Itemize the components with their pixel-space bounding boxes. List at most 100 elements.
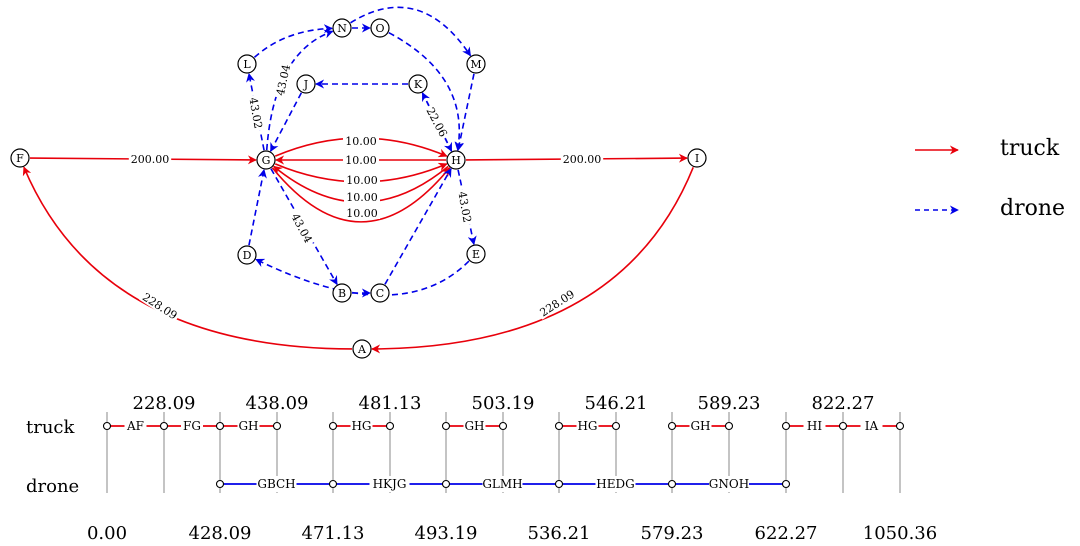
node-k: K [408, 74, 428, 94]
truck-event-12 [781, 421, 791, 431]
edge-labels: 200.00 200.00 228.09 228.09 10.00 10.00 10.00 1… [128, 60, 604, 323]
edge-dg [248, 168, 267, 246]
svg-text:O: O [375, 22, 384, 35]
drone-segment-label-bg-3 [595, 476, 636, 492]
edge-jg [269, 92, 303, 152]
truck-segment-label-1: FG [183, 419, 201, 433]
edge-gh3 [271, 167, 451, 223]
edge-label-gh3: 10.00 [344, 206, 380, 220]
timeline-top-value-0: 228.09 [133, 393, 196, 414]
timeline-bottom-value-4: 536.21 [528, 523, 591, 544]
truck-event-8 [554, 421, 564, 431]
edge-he [457, 169, 477, 246]
svg-text:C: C [376, 287, 384, 300]
node-d: D [237, 245, 257, 265]
drone-segment-label-1: HKJG [373, 477, 407, 491]
svg-text:43.04: 43.04 [274, 63, 293, 97]
svg-text:J: J [303, 78, 308, 91]
edge-gl [246, 72, 265, 151]
truck-segment-label-bg-1 [181, 418, 203, 434]
svg-text:10.00: 10.00 [346, 191, 378, 204]
timeline-bottom-value-7: 1050.36 [863, 523, 937, 544]
timeline-top-value-5: 589.23 [698, 393, 761, 414]
drone-segment-label-2: GLMH [482, 477, 522, 491]
svg-text:10.00: 10.00 [345, 135, 377, 148]
drone-event-4 [667, 479, 677, 489]
truck-segment-label-bg-7 [803, 418, 826, 434]
truck-event-5 [385, 421, 395, 431]
edge-ln [253, 24, 333, 58]
nodes: A B C D E F G H I J K L M N O [10, 18, 707, 359]
truck-segment-label-bg-0 [124, 418, 147, 434]
legend-drone-label: drone [1000, 196, 1065, 221]
edge-mh [455, 73, 475, 152]
timeline-top-value-2: 481.13 [359, 393, 422, 414]
edge-ia [371, 166, 694, 354]
svg-text:F: F [16, 152, 24, 165]
truck-segment-label-5: HG [577, 419, 597, 433]
timeline-bottom-value-2: 471.13 [302, 523, 365, 544]
drone-event-3 [554, 479, 564, 489]
truck-segment-label-8: IA [865, 419, 879, 433]
node-b: B [332, 283, 352, 303]
svg-text:200.00: 200.00 [563, 153, 602, 166]
timeline: truck drone AF FG GH HG GH HG GH HI IA GBCH HKJG GL… [26, 393, 937, 544]
svg-text:22.06: 22.06 [423, 105, 449, 139]
timeline-bottom-value-3: 493.19 [415, 523, 478, 544]
truck-segment-label-7: HI [807, 419, 822, 433]
truck-segment-label-bg-3 [350, 418, 373, 434]
timeline-top-value-3: 503.19 [472, 393, 535, 414]
node-o: O [370, 18, 390, 38]
svg-text:228.09: 228.09 [538, 287, 577, 319]
drone-event-1 [328, 479, 338, 489]
edge-ed [255, 258, 470, 296]
drone-event-2 [441, 479, 451, 489]
edge-label-hi: 200.00 [560, 152, 604, 166]
edge-label-gh2: 10.00 [344, 173, 380, 187]
svg-text:A: A [357, 343, 367, 356]
edge-label-hg2: 10.00 [344, 190, 380, 204]
svg-text:200.00: 200.00 [131, 153, 170, 166]
edge-label-gl: 43.02 [246, 94, 267, 132]
svg-text:10.00: 10.00 [346, 174, 378, 187]
node-j: J [296, 74, 316, 94]
svg-text:43.02: 43.02 [246, 96, 264, 129]
drone-segment-label-bg-1 [369, 476, 410, 492]
node-e: E [466, 244, 486, 264]
edge-label-af: 228.09 [138, 288, 182, 323]
svg-text:H: H [451, 154, 461, 167]
edge-label-gn: 43.04 [272, 60, 293, 99]
timeline-bottom-value-6: 622.27 [755, 523, 818, 544]
svg-text:10.00: 10.00 [346, 207, 378, 220]
truck-segment-label-4: GH [464, 419, 484, 433]
edge-label-gh1: 10.00 [343, 134, 379, 148]
truck-segment-label-bg-5 [576, 418, 599, 434]
node-n: N [332, 18, 352, 38]
svg-text:N: N [337, 22, 347, 35]
edge-label-fg: 200.00 [128, 152, 172, 166]
truck-event-3 [272, 421, 282, 431]
truck-event-1 [159, 421, 169, 431]
truck-segment-label-2: GH [238, 419, 258, 433]
legend: truck drone [915, 136, 1065, 221]
edge-ch [384, 167, 452, 285]
svg-text:B: B [338, 287, 346, 300]
node-g: G [256, 150, 276, 170]
drone-segment-label-0: GBCH [257, 477, 295, 491]
node-c: C [370, 283, 390, 303]
edge-gb [270, 168, 338, 286]
truck-event-0 [102, 421, 112, 431]
svg-text:I: I [695, 152, 699, 165]
node-m: M [466, 54, 486, 74]
drone-segment-label-4: GNOH [709, 477, 749, 491]
svg-text:E: E [472, 248, 480, 261]
edge-om [350, 6, 472, 57]
edge-af [22, 166, 353, 350]
edge-oh [388, 32, 464, 152]
truck-event-10 [667, 421, 677, 431]
legend-truck-label: truck [1000, 136, 1060, 161]
edge-label-hg1: 10.00 [343, 153, 379, 167]
drone-segment-label-bg-0 [256, 476, 297, 492]
truck-event-4 [328, 421, 338, 431]
